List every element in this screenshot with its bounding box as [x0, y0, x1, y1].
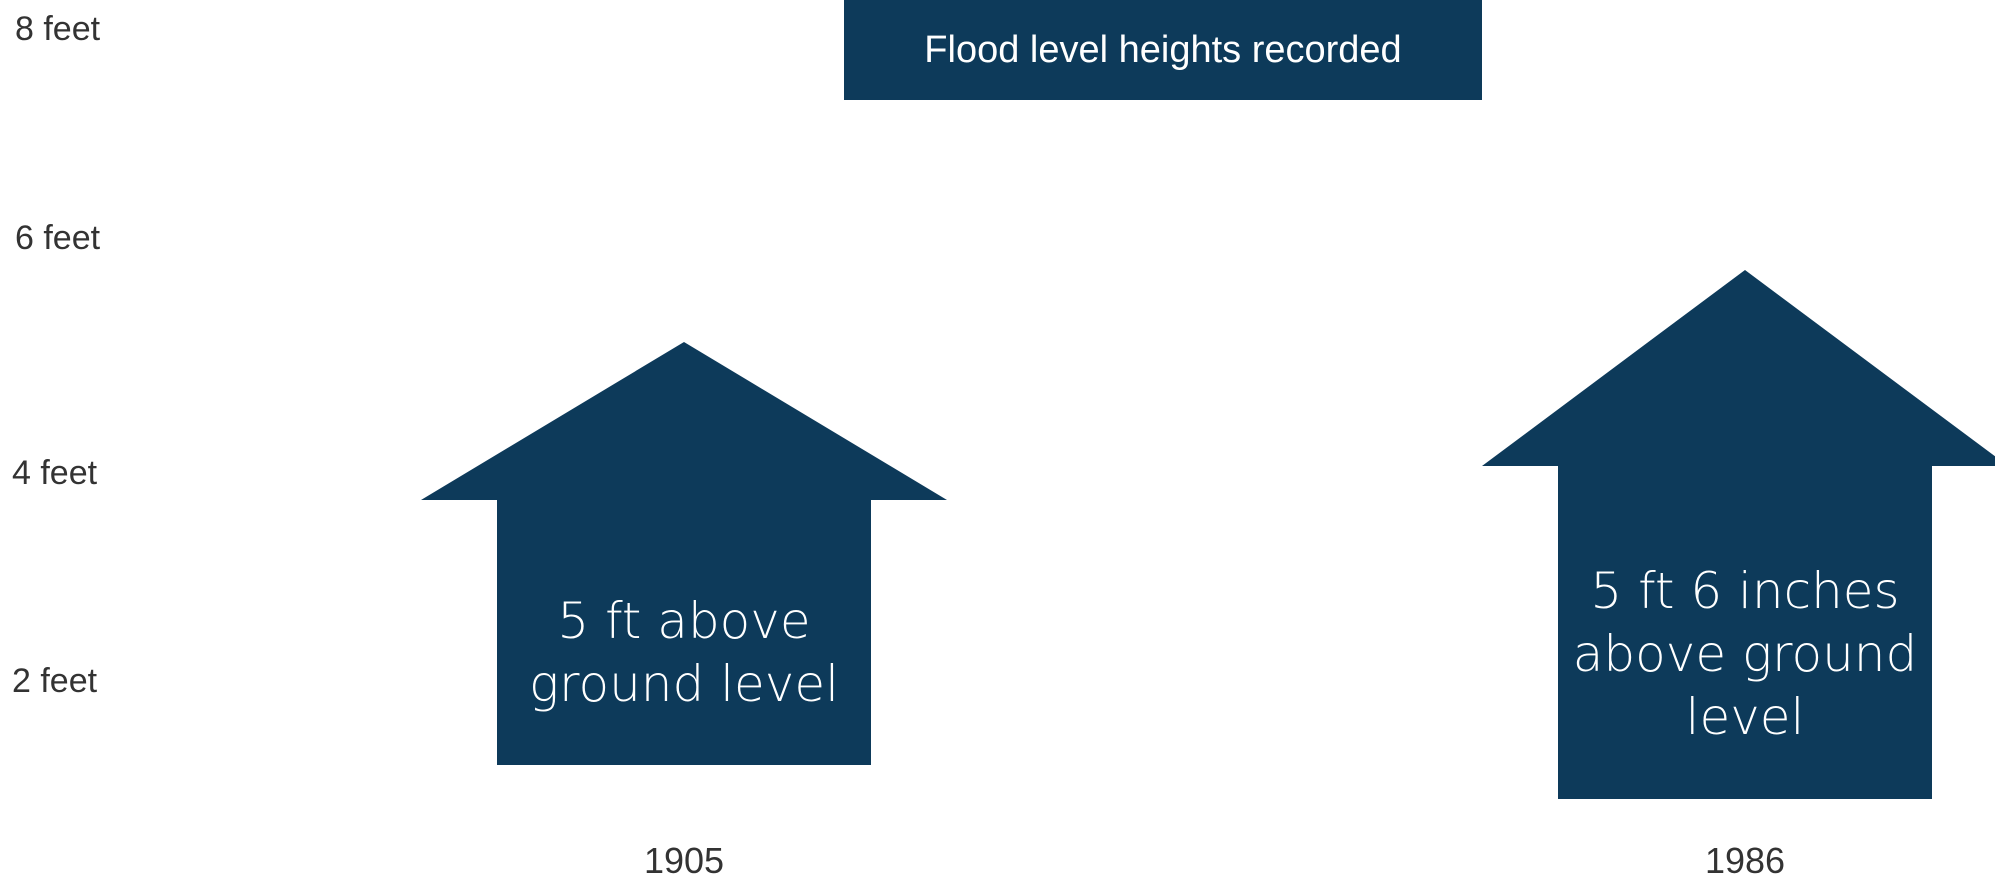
title-text: Flood level heights recorded	[924, 29, 1401, 71]
y-tick-label: 8 feet	[15, 10, 101, 48]
x-axis: 1905 1986	[644, 840, 1785, 877]
house-icon	[421, 342, 947, 765]
title-box	[844, 0, 1482, 100]
y-axis: 2 feet 4 feet 6 feet 8 feet	[12, 10, 101, 700]
y-tick-label: 4 feet	[12, 454, 98, 492]
data-label: ground level	[529, 655, 839, 713]
house-icon	[1482, 270, 1995, 799]
y-tick-label: 2 feet	[12, 662, 98, 700]
data-label: 5 ft 6 inches	[1590, 562, 1899, 620]
x-tick-label: 1986	[1705, 840, 1785, 877]
data-label: above ground	[1573, 625, 1917, 683]
x-tick-label: 1905	[644, 840, 724, 877]
data-label: 5 ft above	[557, 592, 810, 650]
data-label: level	[1686, 688, 1805, 746]
chart-title: Flood level heights recorded	[844, 0, 1482, 100]
y-tick-label: 6 feet	[15, 219, 101, 257]
